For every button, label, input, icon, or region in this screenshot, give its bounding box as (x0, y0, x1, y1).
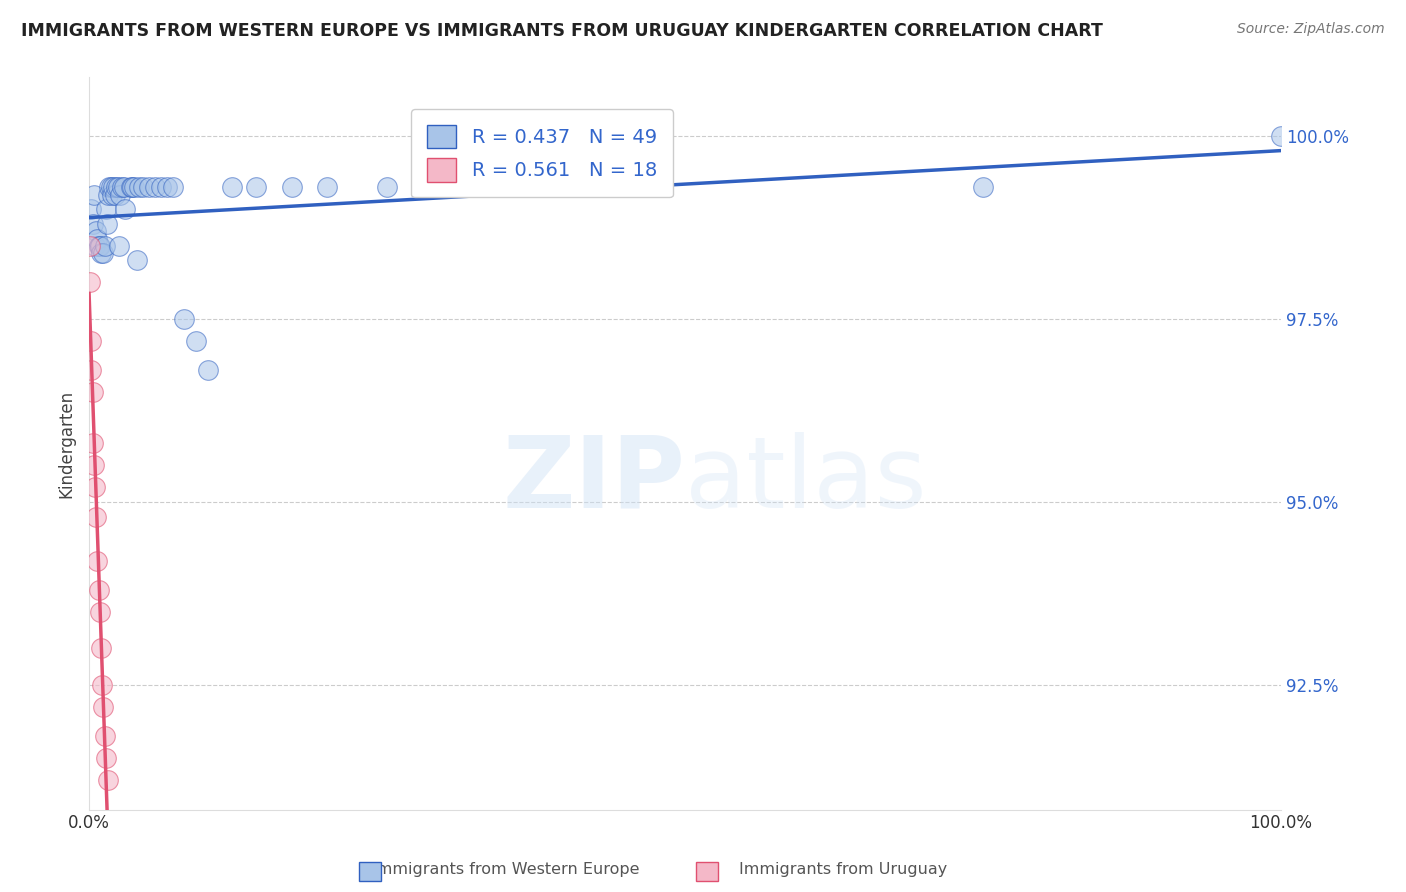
Point (93, 729, 115, 743)
Point (79, 239, 101, 253)
Point (96, 217, 118, 231)
Point (173, 312, 195, 326)
Point (112, 180, 135, 194)
Point (186, 334, 208, 348)
Point (89, 239, 111, 253)
Point (197, 363, 219, 377)
Point (86, 554, 108, 568)
Point (316, 180, 339, 194)
Text: ZIP: ZIP (502, 432, 685, 529)
Point (80, 363, 103, 377)
Point (1270, 128, 1292, 143)
Text: atlas: atlas (685, 432, 927, 529)
Text: Source: ZipAtlas.com: Source: ZipAtlas.com (1237, 22, 1385, 37)
Point (93, 246, 115, 260)
Point (79, 276, 101, 290)
Legend: R = 0.437   N = 49, R = 0.561   N = 18: R = 0.437 N = 49, R = 0.561 N = 18 (412, 109, 672, 197)
Point (94, 751, 117, 765)
Point (82, 217, 104, 231)
Point (105, 180, 128, 194)
Point (436, 180, 458, 194)
Point (87, 582, 110, 597)
Point (108, 239, 131, 253)
Point (121, 180, 143, 194)
Point (124, 180, 146, 194)
Point (155, 180, 177, 194)
Point (107, 180, 129, 194)
Text: IMMIGRANTS FROM WESTERN EUROPE VS IMMIGRANTS FROM URUGUAY KINDERGARTEN CORRELATI: IMMIGRANTS FROM WESTERN EUROPE VS IMMIGR… (21, 22, 1102, 40)
Point (138, 180, 160, 194)
Point (100, 180, 122, 194)
Point (100, 187, 122, 202)
Point (84, 480, 107, 494)
Y-axis label: Kindergarten: Kindergarten (58, 390, 75, 498)
Point (149, 180, 172, 194)
Point (80, 334, 103, 348)
Point (87, 239, 110, 253)
Point (104, 187, 127, 202)
Point (120, 180, 142, 194)
Point (375, 180, 398, 194)
Point (93, 239, 115, 253)
Point (972, 180, 994, 194)
Point (83, 187, 105, 202)
Point (90, 246, 112, 260)
Point (97, 773, 120, 788)
Point (80, 202, 103, 217)
Point (114, 202, 136, 217)
Point (111, 180, 134, 194)
Point (84, 509, 107, 524)
Point (125, 253, 148, 268)
Point (84, 224, 107, 238)
Point (91, 678, 114, 692)
Point (84, 239, 107, 253)
Point (86, 231, 108, 245)
Point (495, 180, 517, 194)
Point (101, 180, 124, 194)
Point (98, 180, 121, 194)
Point (82, 436, 104, 450)
Text: Immigrants from Uruguay: Immigrants from Uruguay (740, 863, 948, 877)
Point (94, 202, 117, 217)
Point (221, 180, 243, 194)
Point (131, 180, 153, 194)
Point (89, 605, 111, 619)
Point (82, 385, 104, 400)
Point (162, 180, 184, 194)
Point (245, 180, 267, 194)
Point (108, 187, 131, 202)
Point (128, 180, 150, 194)
Point (143, 180, 166, 194)
Point (97, 187, 120, 202)
Point (90, 641, 112, 656)
Text: Immigrants from Western Europe: Immigrants from Western Europe (373, 863, 640, 877)
Point (280, 180, 302, 194)
Point (83, 458, 105, 473)
Point (93, 700, 115, 714)
